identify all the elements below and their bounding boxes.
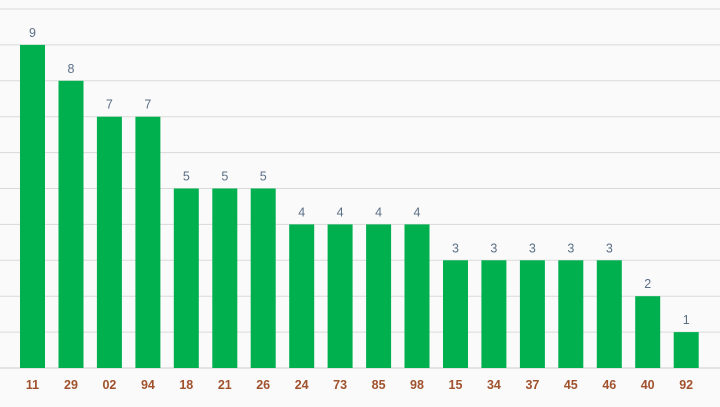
- value-label-15: 3: [452, 241, 459, 255]
- category-label-02: 02: [102, 378, 116, 392]
- category-label-37: 37: [525, 378, 539, 392]
- category-label-26: 26: [256, 378, 270, 392]
- category-label-98: 98: [410, 378, 424, 392]
- bar-40: [635, 296, 661, 368]
- bar-45: [558, 260, 584, 368]
- category-label-45: 45: [564, 378, 578, 392]
- value-label-85: 4: [375, 205, 382, 219]
- category-label-21: 21: [218, 378, 232, 392]
- category-label-34: 34: [487, 378, 501, 392]
- category-label-94: 94: [141, 378, 155, 392]
- bar-29: [58, 80, 84, 369]
- bar-18: [173, 188, 199, 368]
- bars: [20, 44, 699, 369]
- value-label-45: 3: [567, 241, 574, 255]
- category-labels: 11 29 02 94 18 21 26 24 73 85 98 15 34 37 45 46 40 92: [26, 378, 693, 392]
- bar-34: [481, 260, 507, 368]
- value-label-24: 4: [298, 205, 305, 219]
- category-label-85: 85: [372, 378, 386, 392]
- bar-85: [366, 224, 392, 368]
- category-label-92: 92: [679, 378, 693, 392]
- value-label-40: 2: [644, 277, 651, 291]
- value-label-11: 9: [29, 26, 36, 40]
- bar-15: [443, 260, 468, 368]
- value-labels: 9 8 7 7 5 5 5 4 4 4 4 3 3 3 3 3 2 1: [29, 26, 690, 327]
- value-label-92: 1: [683, 313, 690, 327]
- bar-98: [404, 224, 430, 368]
- value-label-21: 5: [221, 170, 228, 184]
- category-label-24: 24: [295, 378, 309, 392]
- category-label-18: 18: [179, 378, 193, 392]
- value-label-26: 5: [260, 170, 267, 184]
- bar-92: [673, 332, 699, 368]
- bar-46: [596, 260, 622, 368]
- bar-21: [212, 188, 238, 368]
- value-label-73: 4: [337, 205, 344, 219]
- value-label-46: 3: [606, 241, 613, 255]
- value-label-94: 7: [144, 98, 151, 112]
- value-label-98: 4: [414, 205, 421, 219]
- value-label-29: 8: [68, 62, 75, 76]
- bar-73: [327, 224, 353, 368]
- bar-11: [20, 44, 45, 369]
- value-label-34: 3: [490, 241, 497, 255]
- value-label-37: 3: [529, 241, 536, 255]
- category-label-11: 11: [26, 378, 39, 392]
- value-label-18: 5: [183, 170, 190, 184]
- category-label-46: 46: [602, 378, 616, 392]
- category-label-73: 73: [333, 378, 347, 392]
- category-label-29: 29: [64, 378, 78, 392]
- bar-26: [250, 188, 276, 368]
- bar-37: [519, 260, 545, 368]
- value-label-02: 7: [106, 98, 113, 112]
- bar-02: [96, 116, 122, 368]
- bar-24: [289, 224, 315, 368]
- category-label-15: 15: [449, 378, 463, 392]
- bar-94: [135, 116, 161, 368]
- category-label-40: 40: [641, 378, 655, 392]
